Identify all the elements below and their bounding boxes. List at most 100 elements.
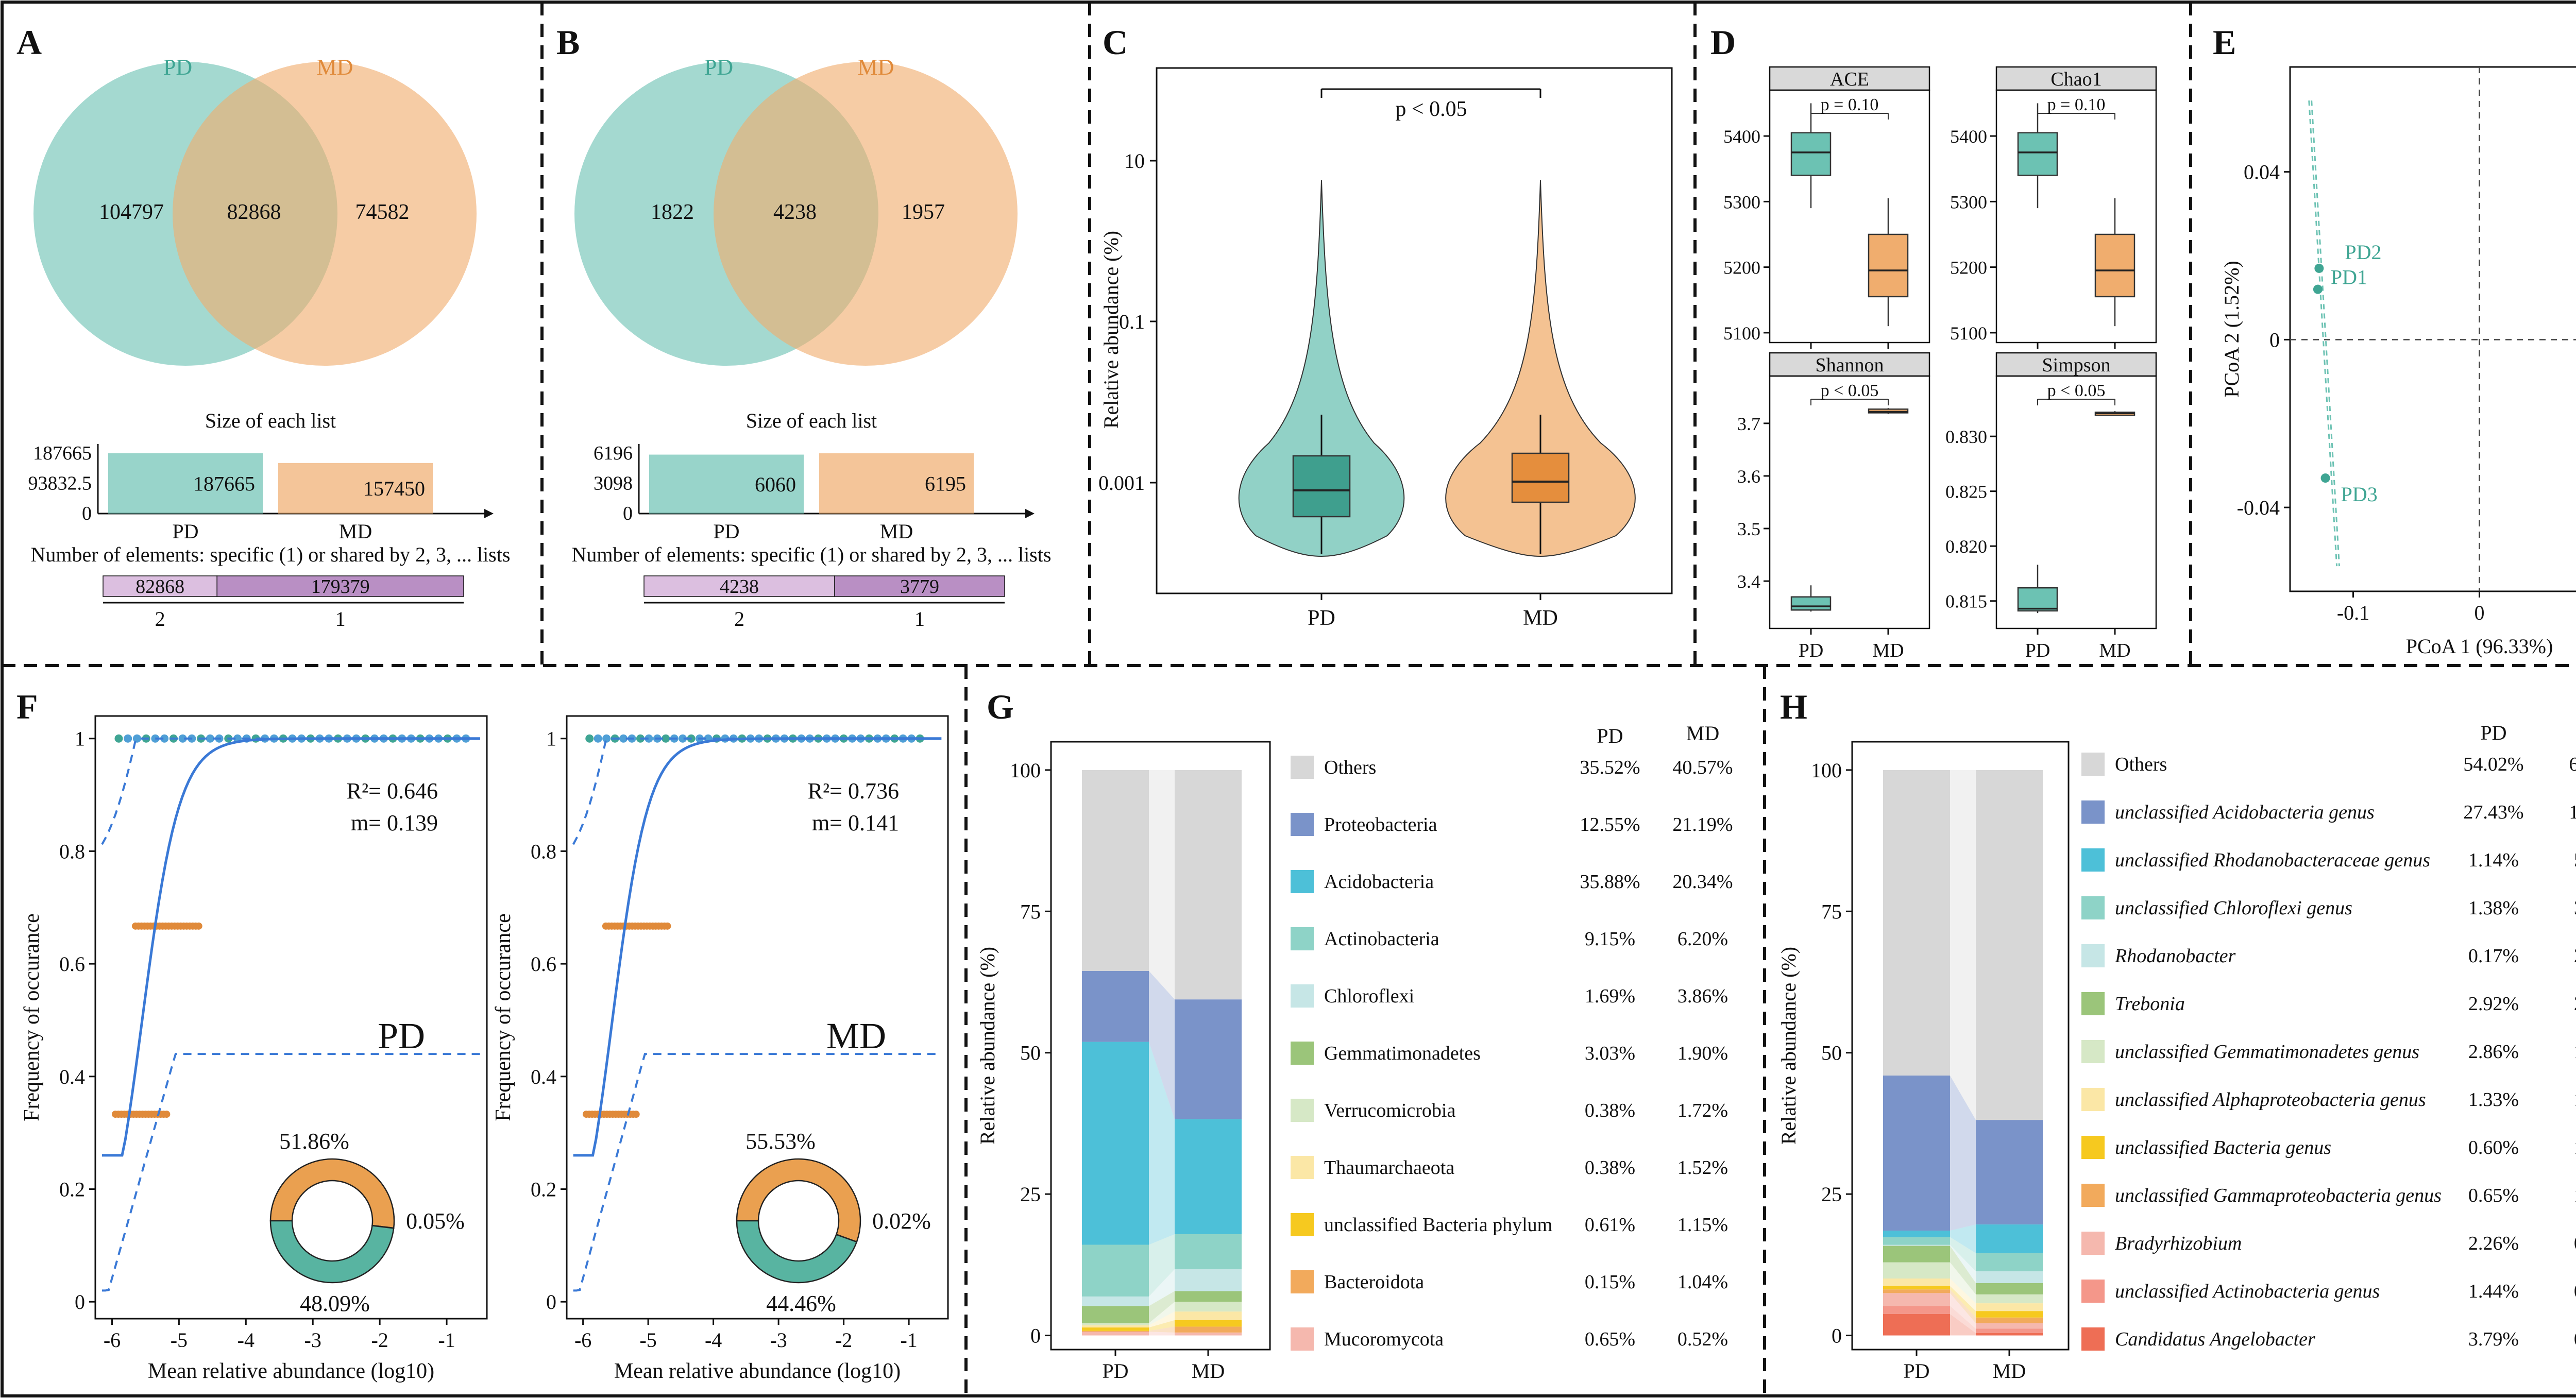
elements-bar-2 [216,575,464,597]
neutral-ci-upper [572,737,942,845]
legend-swatch [2081,1088,2105,1111]
donut-slice-orange [736,1158,861,1243]
facet-y-tick-label: 0.815 [1945,591,1987,612]
stack-segment [1175,1320,1242,1327]
facet-y-tick-label: 5100 [1723,323,1760,344]
size-bar-category: MD [880,520,913,543]
legend-label: Thaumarchaeota [1324,1157,1454,1179]
size-axis-arrow [484,509,494,518]
stack-segment [1883,1237,1950,1245]
facet-y-tick-label: 5400 [1950,126,1987,147]
stack-segment [1976,1303,2043,1311]
panel-letter-h: H [1780,687,1807,726]
neutral-point-low [632,1111,640,1118]
venn-count-pd-only: 1822 [651,200,694,224]
legend-label: Verrucomicrobia [1324,1100,1455,1121]
legend-swatch [1291,1213,1314,1236]
pcoa-y-label: PCoA 2 (1.52%) [2220,261,2243,398]
legend-value-md: 0.42% [2574,1328,2576,1350]
size-bar-pd [649,454,804,514]
facet-p-value: p < 0.05 [1821,381,1879,400]
stack-segment [1082,770,1149,971]
stack-link [1950,1306,1976,1333]
stack-segment [1082,1331,1149,1332]
legend-value-md: 1.72% [1677,1100,1728,1121]
neutral-y-tick-label: 0.8 [531,840,556,863]
legend-value-md: 0.98% [2574,1233,2576,1254]
stack-segment [1175,1291,1242,1302]
facet-y-tick-label: 5300 [1950,192,1987,212]
legend-label: unclassified Gammaproteobacteria genus [2115,1185,2442,1206]
facet-y-tick-label: 5300 [1723,192,1760,212]
violin-shape [1238,180,1405,557]
stack-segment [1883,1244,1950,1246]
stack-segment [1976,1283,2043,1294]
legend-value-pd: 1.38% [2468,897,2519,919]
neutral-point-shared [585,734,594,743]
donut-label-teal: 44.46% [766,1291,836,1316]
stack-segment [1082,970,1149,1042]
legend-label: Acidobacteria [1324,871,1434,893]
neutral-point-shared [679,734,687,743]
legend-swatch [1291,756,1314,779]
legend-label: unclassified Acidobacteria genus [2115,802,2375,823]
neutral-y-tick-label: 1 [75,727,85,751]
legend-value-pd: 35.88% [1580,871,1640,893]
size-bar-md [278,463,433,514]
stack-link [1149,1269,1175,1306]
pcoa-point-label: PD3 [2341,483,2378,506]
stack-link [1950,1224,1976,1253]
stack-link [1950,1075,1976,1231]
legend-swatch [2081,848,2105,872]
facet-y-tick-label: 0.825 [1945,482,1987,502]
facet-x-label: MD [2099,640,2130,661]
legend-value-pd: 1.14% [2468,849,2519,871]
legend-value-pd: 0.65% [2468,1185,2519,1206]
venn-label-md: MD [858,55,894,80]
legend-swatch [2081,992,2105,1015]
legend-swatch [1291,1156,1314,1179]
legend-value-md: 1.57% [2574,1041,2576,1063]
legend-value-md: 21.19% [1672,814,1733,836]
legend-value-pd: 1.33% [2468,1089,2519,1111]
box-body [1790,132,1832,176]
facet-p-value: p = 0.10 [1821,95,1879,114]
stack-segment [1082,1296,1149,1306]
legend-swatch [2081,1327,2105,1351]
donut-label-orange: 51.86% [279,1129,349,1154]
stack-segment [1175,770,1242,1000]
size-tick-label: 187665 [33,442,92,464]
stack-x-label: MD [1192,1359,1225,1383]
legend-value-md: 1.04% [1677,1271,1728,1293]
violin-plot-area [1156,67,1673,594]
violin-shape [1445,180,1636,557]
stack-segment [1883,1075,1950,1231]
neutral-y-tick-label: 0.2 [59,1178,85,1201]
facet-title: Shannon [1816,354,1884,376]
facet-p-value: p = 0.10 [2047,95,2106,114]
elements-title: Number of elements: specific (1) or shar… [31,543,511,566]
facet-p-value: p < 0.05 [2047,381,2106,400]
legend-swatch [2081,1184,2105,1207]
legend-value-md: 18.49% [2569,802,2576,823]
pcoa-point-label: PD2 [2345,241,2381,264]
neutral-ci-lower [101,1053,481,1292]
stack-segment [1883,1289,1950,1293]
venn-count-shared: 4238 [773,200,817,224]
legend-swatch [2081,753,2105,776]
legend-value-pd: 0.61% [1585,1214,1635,1236]
panel-d-boxplots: ACE 5400 5300 5200 5100 PD MD p = 0.10 Chao1 5400… [1723,66,2157,661]
facet-y-tick-label: 0.830 [1945,427,1987,447]
neutral-y-label: Frequency of occurance [492,913,515,1121]
legend-value-md: 0.77% [2574,1281,2576,1302]
stack-y-tick-label: 25 [1821,1183,1842,1206]
stack-segment [1883,1278,1950,1286]
elements-title: Number of elements: specific (1) or shar… [572,543,1052,566]
panel-letter-e: E [2213,23,2236,62]
size-tick-label: 6196 [594,442,633,464]
stack-segment [1883,1262,1950,1279]
size-tick-label: 93832.5 [28,473,92,495]
